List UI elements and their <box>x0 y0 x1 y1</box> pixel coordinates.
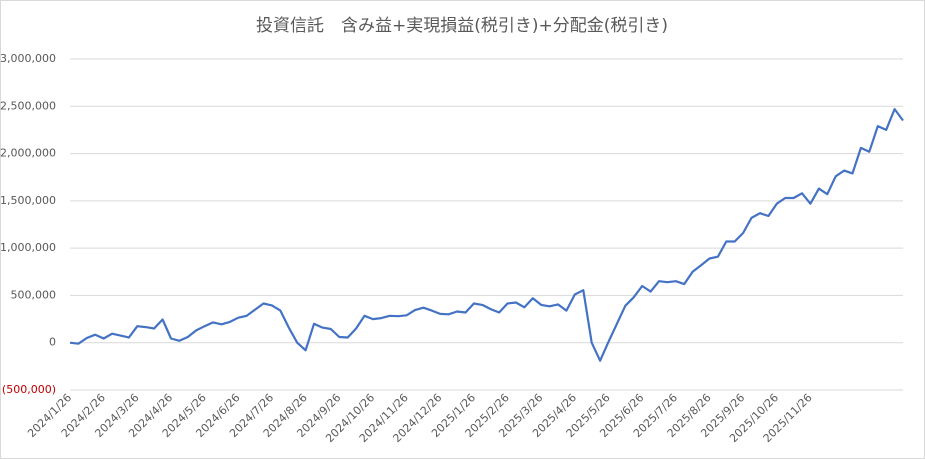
y-tick-label: 3,000,000 <box>0 52 56 65</box>
y-tick-label: 1,000,000 <box>0 241 56 254</box>
chart-title: 投資信託 含み益+実現損益(税引き)+分配金(税引き) <box>256 16 668 36</box>
data-line <box>69 108 904 362</box>
y-tick-label: 0 <box>49 336 56 349</box>
y-tick-label: 500,000 <box>11 288 57 301</box>
y-tick-label: 2,000,000 <box>0 147 56 160</box>
y-tick-label: 2,500,000 <box>0 99 56 112</box>
y-tick-label: 1,500,000 <box>0 194 56 207</box>
y-tick-label: (500,000) <box>2 383 56 396</box>
